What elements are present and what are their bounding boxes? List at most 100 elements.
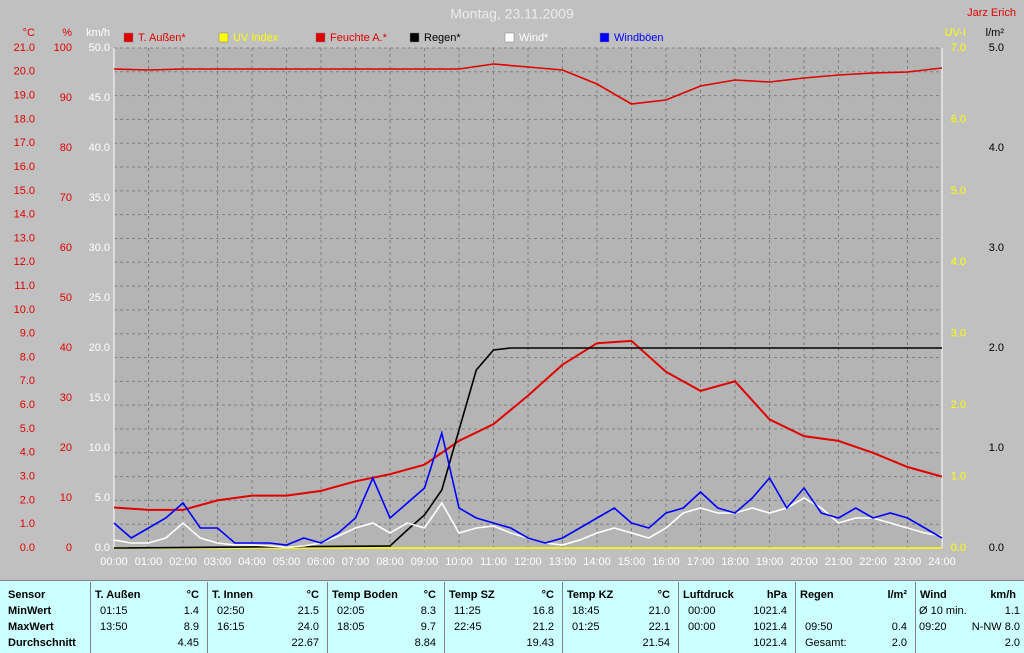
y-tick-label: 19.0: [14, 90, 35, 102]
x-tick-label: 02:00: [169, 556, 197, 568]
y-tick-label: 60: [60, 242, 72, 254]
y-tick-label: 80: [60, 142, 72, 154]
y-tick-label: 7.0: [951, 42, 966, 54]
group-name: Regen: [800, 589, 834, 601]
cell-value: 19.43: [526, 637, 554, 649]
series-line: [113, 429, 943, 546]
x-tick-label: 22:00: [859, 556, 887, 568]
cell-time: 01:25: [572, 621, 600, 633]
legend-swatch: [218, 32, 229, 43]
series-line: [113, 347, 942, 549]
group-name: Wind: [920, 589, 947, 601]
cell-time: 18:45: [572, 605, 600, 617]
cell-value: 21.2: [533, 621, 554, 633]
table-background: [0, 580, 1024, 653]
cell-value: 16.8: [533, 605, 554, 617]
legend-swatch: [315, 32, 326, 43]
group-unit: km/h: [990, 589, 1016, 601]
x-tick-label: 16:00: [652, 556, 680, 568]
table-header: Sensor: [8, 589, 46, 601]
y-tick-label: 50.0: [89, 42, 110, 54]
x-tick-label: 17:00: [687, 556, 715, 568]
x-tick-label: 00:00: [100, 556, 128, 568]
group-unit: l/m²: [887, 589, 907, 601]
cell-time: 18:05: [337, 621, 365, 633]
y-tick-label: 45.0: [89, 92, 110, 104]
author: Jarz Erich: [967, 7, 1016, 19]
x-tick-label: 11:00: [480, 556, 507, 568]
group-name: Luftdruck: [683, 589, 735, 601]
row-label: Durchschnitt: [8, 637, 76, 649]
cell-time: 09:20: [919, 621, 947, 633]
cell-value: 8.3: [421, 605, 436, 617]
cell-time: 00:00: [688, 605, 716, 617]
cell-time: 11:25: [454, 605, 481, 617]
y-tick-label: 10: [60, 492, 72, 504]
y-tick-label: 6.0: [951, 113, 966, 125]
x-tick-label: 09:00: [411, 556, 439, 568]
cell-value: 8.84: [415, 637, 436, 649]
group-name: Temp KZ: [567, 589, 614, 601]
cell-time: 01:15: [100, 605, 128, 617]
y-tick-label: 12.0: [14, 256, 35, 268]
y-tick-label: 5.0: [95, 492, 110, 504]
x-tick-label: 06:00: [307, 556, 335, 568]
y-tick-label: 20: [60, 442, 72, 454]
legend-label: Wind*: [519, 32, 549, 44]
cell-value: 2.0: [1005, 637, 1020, 649]
y-tick-label: 40.0: [89, 142, 110, 154]
y-tick-label: 8.0: [20, 351, 35, 363]
row-label: MaxWert: [8, 621, 54, 633]
y-tick-label: 4.0: [951, 256, 966, 268]
legend-swatch: [409, 32, 420, 43]
cell-time: 02:50: [217, 605, 245, 617]
y-tick-label: 20.0: [89, 342, 110, 354]
group-unit: °C: [307, 589, 319, 601]
y-tick-label: 14.0: [14, 209, 35, 221]
y-tick-label: 3.0: [951, 328, 966, 340]
y-tick-label: 15.0: [14, 185, 35, 197]
cell-time: Ø 10 min.: [919, 605, 967, 617]
y-tick-label: 17.0: [14, 137, 35, 149]
y-tick-label: 16.0: [14, 161, 35, 173]
cell-time: 22:45: [454, 621, 482, 633]
cell-value: 21.5: [298, 605, 319, 617]
y-tick-label: 15.0: [89, 392, 110, 404]
cell-value: 21.0: [649, 605, 670, 617]
y-tick-label: 35.0: [89, 192, 110, 204]
axis-unit: km/h: [86, 27, 110, 39]
group-name: T. Innen: [212, 589, 253, 601]
cell-time: 13:50: [100, 621, 128, 633]
axis-unit: l/m²: [986, 27, 1005, 39]
x-tick-label: 07:00: [342, 556, 370, 568]
y-tick-label: 3.0: [20, 470, 35, 482]
y-tick-label: 50: [60, 292, 72, 304]
cell-value: 22.1: [649, 621, 670, 633]
legend-label: Regen*: [424, 32, 461, 44]
y-tick-label: 3.0: [989, 242, 1004, 254]
y-tick-label: 0: [66, 542, 72, 554]
y-tick-label: 30.0: [89, 242, 110, 254]
cell-value: 24.0: [298, 621, 319, 633]
group-unit: °C: [542, 589, 554, 601]
legend-swatch: [599, 32, 610, 43]
legend-label: Feuchte A.*: [330, 32, 388, 44]
x-tick-label: 12:00: [514, 556, 542, 568]
y-tick-label: 1.0: [951, 470, 966, 482]
y-tick-label: 0.0: [95, 542, 110, 554]
cell-value: 1021.4: [753, 621, 787, 633]
y-tick-label: 40: [60, 342, 72, 354]
cell-value: 8.9: [184, 621, 199, 633]
x-tick-label: 14:00: [583, 556, 611, 568]
x-tick-label: 05:00: [273, 556, 301, 568]
x-tick-label: 23:00: [894, 556, 922, 568]
y-tick-label: 10.0: [89, 442, 110, 454]
y-tick-label: 90: [60, 92, 72, 104]
group-name: Temp Boden: [332, 589, 398, 601]
cell-value: 1.4: [184, 605, 199, 617]
cell-time: 02:05: [337, 605, 365, 617]
legend-swatch: [504, 32, 515, 43]
row-label: MinWert: [8, 605, 52, 617]
y-tick-label: 0.0: [20, 542, 35, 554]
